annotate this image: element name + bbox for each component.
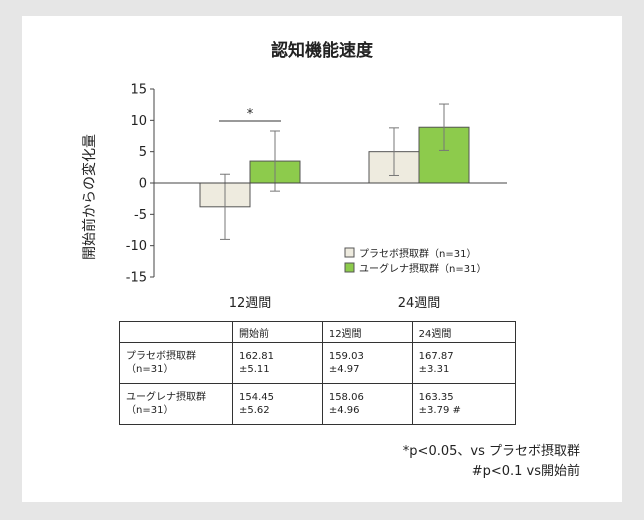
category-label: 12週間	[229, 296, 272, 311]
table-row-label: ユーグレナ摂取群 （n=31）	[119, 383, 233, 425]
y-tick-label: 10	[130, 114, 147, 129]
category-label: 24週間	[398, 296, 441, 311]
error-bars	[220, 103, 449, 240]
chart-title: 認知機能速度	[271, 40, 374, 61]
chart: 認知機能速度 開始前からの変化量 15 10 5 0 -5 -10 -15 * 12週間 24…	[81, 40, 507, 311]
table-header-12w: 12週間	[321, 321, 413, 343]
legend-label: ユーグレナ摂取群（n=31）	[359, 262, 486, 275]
table-cell: 158.06 ±4.96	[321, 383, 413, 425]
y-tick-label: 0	[139, 177, 147, 192]
y-axis-ticks: 15 10 5 0 -5 -10 -15	[126, 83, 154, 286]
bars	[199, 126, 470, 208]
y-tick-label: 15	[130, 83, 147, 98]
category-labels: 12週間 24週間	[229, 296, 441, 311]
y-tick-label: -10	[126, 239, 147, 254]
chart-card: 認知機能速度 開始前からの変化量 15 10 5 0 -5 -10 -15 * 12週間 24…	[22, 16, 622, 502]
footnote-significance: *p<0.05、vs プラセボ摂取群	[402, 444, 580, 459]
legend-label: プラセボ摂取群（n=31）	[359, 247, 476, 260]
data-table: 開始前 12週間 24週間 プラセボ摂取群 （n=31） 162.81 ±5.1…	[119, 321, 517, 425]
table-cell: 163.35 ±3.79 #	[411, 383, 517, 425]
table-header-24w: 24週間	[411, 321, 517, 343]
table-header-empty	[119, 321, 233, 343]
table-row-label: プラセボ摂取群 （n=31）	[119, 342, 233, 384]
footnote-trend: #p<0.1 vs開始前	[471, 464, 580, 479]
significance-annotation: *	[219, 107, 281, 122]
table-row: ユーグレナ摂取群 （n=31） 154.45 ±5.62 158.06 ±4.9…	[119, 383, 517, 425]
y-tick-label: 5	[139, 145, 147, 160]
table-cell: 162.81 ±5.11	[232, 342, 323, 384]
footnotes: *p<0.05、vs プラセボ摂取群 #p<0.1 vs開始前	[403, 442, 580, 482]
table-header-baseline: 開始前	[232, 321, 323, 343]
legend-swatch	[344, 247, 355, 258]
y-axis-label: 開始前からの変化量	[81, 134, 98, 260]
table-cell: 159.03 ±4.97	[321, 342, 413, 384]
table-cell: 154.45 ±5.62	[232, 383, 323, 425]
y-tick-label: -15	[126, 271, 147, 286]
table-header-row: 開始前 12週間 24週間	[119, 321, 517, 343]
table-cell: 167.87 ±3.31	[411, 342, 517, 384]
significance-mark: *	[247, 107, 254, 122]
legend: プラセボ摂取群（n=31） ユーグレナ摂取群（n=31）	[344, 247, 486, 275]
legend-swatch	[344, 262, 355, 273]
y-tick-label: -5	[134, 208, 147, 223]
table-row: プラセボ摂取群 （n=31） 162.81 ±5.11 159.03 ±4.97…	[119, 342, 517, 384]
